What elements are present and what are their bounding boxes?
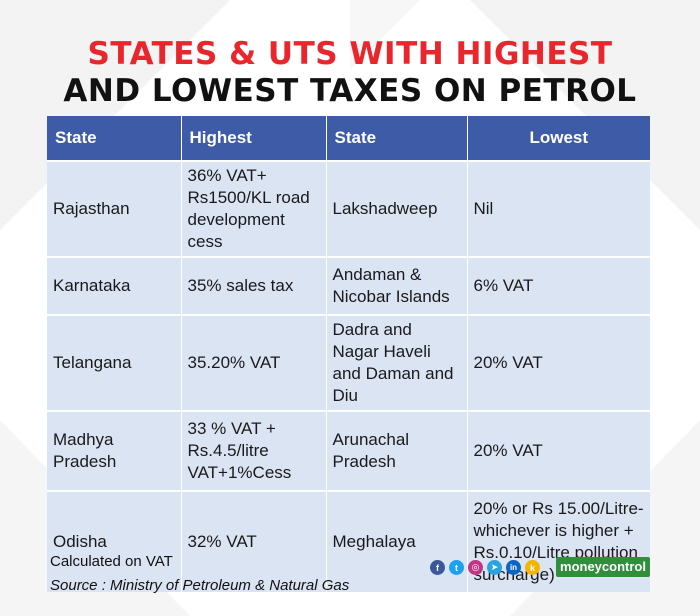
title-line-2: AND LOWEST TAXES ON PETROL <box>63 73 637 109</box>
cell-highest-tax: 35.20% VAT <box>181 314 327 411</box>
social-icons: f t ◎ ➤ in k <box>430 560 540 575</box>
cell-state-lowest: Arunachal Pradesh <box>326 410 468 491</box>
header-lowest: Lowest <box>467 116 650 161</box>
cell-highest-tax: 32% VAT <box>181 490 327 592</box>
twitter-icon[interactable]: t <box>449 560 464 575</box>
koo-icon[interactable]: k <box>525 560 540 575</box>
cell-highest-tax: 35% sales tax <box>181 256 327 315</box>
instagram-icon[interactable]: ◎ <box>468 560 483 575</box>
cell-highest-tax: 33 % VAT + Rs.4.5/litre VAT+1%Cess <box>181 410 327 491</box>
header-state-lowest: State <box>326 116 468 161</box>
tax-table: State Highest State Lowest Rajasthan 36%… <box>47 116 650 592</box>
title-line-1: STATES & UTS WITH HIGHEST <box>87 36 613 72</box>
footnote-source: Source : Ministry of Petroleum & Natural… <box>50 577 350 594</box>
cell-state-highest: Telangana <box>47 314 182 411</box>
linkedin-icon[interactable]: in <box>506 560 521 575</box>
cell-lowest-tax: Nil <box>467 160 650 257</box>
table-row: Rajasthan 36% VAT+ Rs1500/KL road develo… <box>47 160 650 257</box>
facebook-icon[interactable]: f <box>430 560 445 575</box>
cell-state-highest: Odisha <box>47 490 182 592</box>
cell-lowest-tax: 20% VAT <box>467 314 650 411</box>
cell-highest-tax: 36% VAT+ Rs1500/KL road development cess <box>181 160 327 257</box>
table-row: Karnataka 35% sales tax Andaman & Nicoba… <box>47 256 650 315</box>
cell-state-lowest: Lakshadweep <box>326 160 468 257</box>
cell-lowest-tax: 6% VAT <box>467 256 650 315</box>
header-state-highest: State <box>47 116 182 161</box>
cell-state-lowest: Meghalaya <box>326 490 468 592</box>
footnote-calculation: Calculated on VAT <box>50 553 173 570</box>
telegram-icon[interactable]: ➤ <box>487 560 502 575</box>
cell-lowest-tax: 20% VAT <box>467 410 650 491</box>
cell-state-highest: Madhya Pradesh <box>47 410 182 491</box>
moneycontrol-logo: moneycontrol <box>556 557 650 577</box>
cell-state-lowest: Dadra and Nagar Haveli and Daman and Diu <box>326 314 468 411</box>
cell-state-highest: Rajasthan <box>47 160 182 257</box>
header-highest: Highest <box>181 116 327 161</box>
table-row: Madhya Pradesh 33 % VAT + Rs.4.5/litre V… <box>47 410 650 491</box>
table-row: Telangana 35.20% VAT Dadra and Nagar Hav… <box>47 314 650 411</box>
cell-state-highest: Karnataka <box>47 256 182 315</box>
table-header-row: State Highest State Lowest <box>47 116 650 161</box>
cell-state-lowest: Andaman & Nicobar Islands <box>326 256 468 315</box>
